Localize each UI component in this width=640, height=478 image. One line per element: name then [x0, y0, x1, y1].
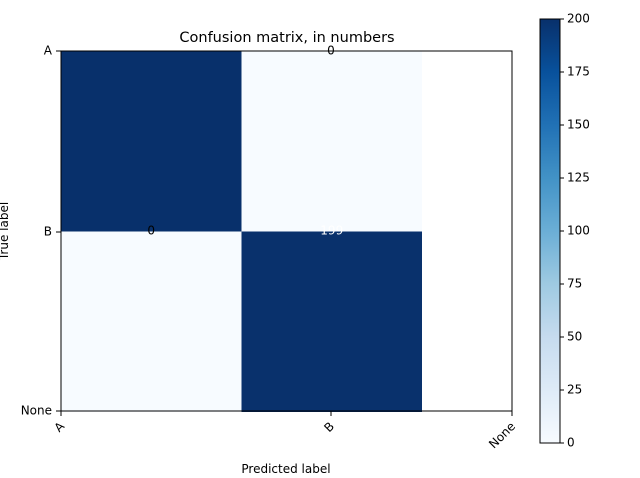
- cell-value-labels: 0 0 199: [147, 44, 343, 238]
- colorbar-tick-label-100: 100: [567, 224, 590, 238]
- y-tick-label-None: None: [21, 404, 52, 418]
- heatmap-cell-A-A: [61, 51, 242, 232]
- heatmap-cells: [61, 51, 422, 412]
- x-tick-label-None: None: [486, 419, 518, 451]
- x-axis-label: Predicted label: [241, 462, 330, 476]
- colorbar-tick-label-25: 25: [567, 383, 582, 397]
- colorbar: [539, 18, 561, 444]
- chart-title: Confusion matrix, in numbers: [179, 30, 394, 46]
- cell-label-A-B: 0: [327, 44, 335, 58]
- y-tick-label-B: B: [44, 225, 52, 239]
- plot-frame: [60, 50, 513, 412]
- colorbar-tick-label-200: 200: [567, 12, 590, 26]
- colorbar-tick-label-75: 75: [567, 277, 582, 291]
- cell-label-B-A: 0: [147, 224, 155, 238]
- cell-label-B-B: 199: [320, 224, 343, 238]
- colorbar-tick-label-150: 150: [567, 118, 590, 132]
- heatmap-cell-B-A: [61, 231, 242, 412]
- colorbar-tick-label-175: 175: [567, 65, 590, 79]
- x-tick-label-B: B: [321, 419, 337, 435]
- heatmap-cell-A-B: [241, 51, 422, 232]
- y-tick-label-A: A: [44, 44, 53, 58]
- heatmap-cell-B-B: [241, 231, 422, 412]
- colorbar-tick-label-125: 125: [567, 171, 590, 185]
- y-axis-label: True label: [0, 202, 11, 261]
- x-tick-label-A: A: [51, 419, 67, 435]
- colorbar-tick-label-50: 50: [567, 330, 582, 344]
- colorbar-ticks: 0 25 50 75 100 125 150 175 200: [560, 12, 590, 450]
- colorbar-tick-label-0: 0: [567, 436, 575, 450]
